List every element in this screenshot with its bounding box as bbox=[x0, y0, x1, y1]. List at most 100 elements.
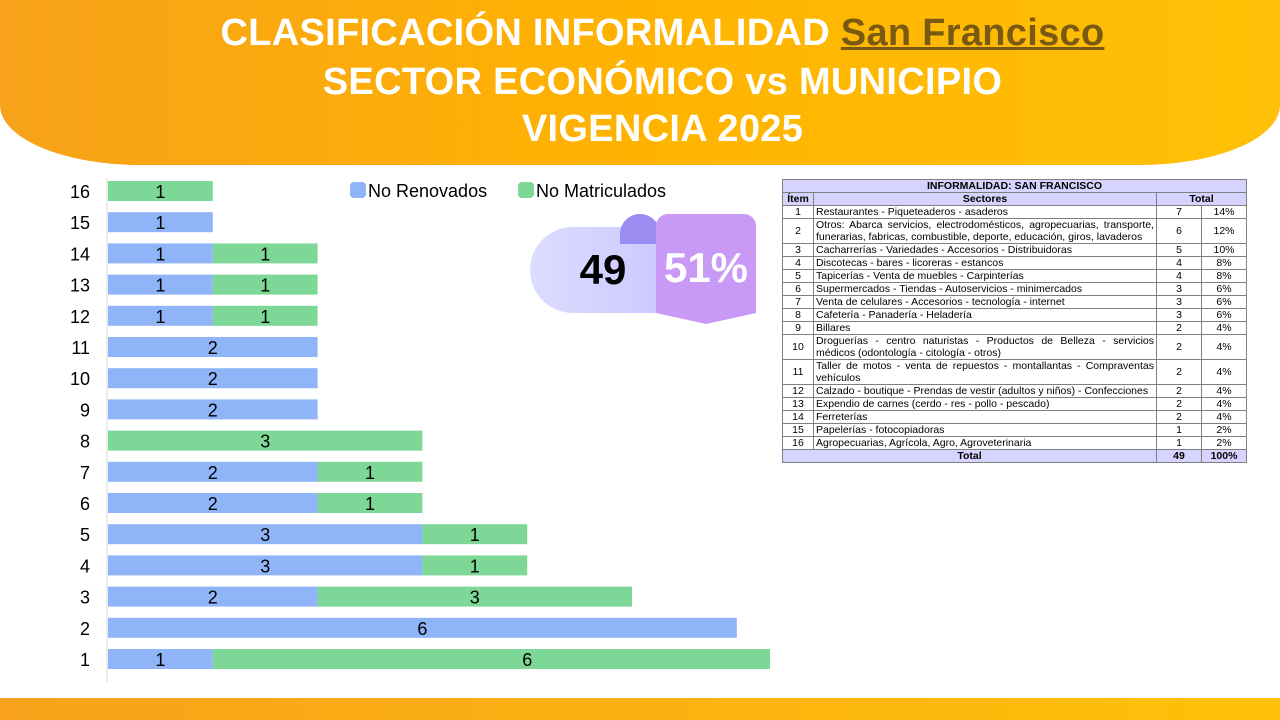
row-percent: 2% bbox=[1201, 436, 1247, 450]
row-percent: 12% bbox=[1201, 218, 1247, 244]
table-row: 2 Otros: Abarca servicios, electrodomésti… bbox=[782, 218, 1247, 244]
row-item: 3 bbox=[782, 243, 814, 257]
y-tick-label: 3 bbox=[80, 588, 90, 608]
table-row: 14 Ferreterías 2 4% bbox=[782, 410, 1247, 424]
total-value: 49 bbox=[1156, 449, 1202, 463]
bar-segment bbox=[212, 243, 318, 264]
bar-segment bbox=[108, 555, 423, 576]
row-value: 1 bbox=[1156, 436, 1202, 450]
row-item: 4 bbox=[782, 256, 814, 270]
data-label: 6 bbox=[417, 619, 427, 639]
row-sector: Papelerías - fotocopiadoras bbox=[813, 423, 1157, 437]
table-row: 1 Restaurantes - Piqueteaderos - asaderos… bbox=[782, 205, 1247, 219]
data-label: 1 bbox=[155, 213, 165, 233]
bar-segment bbox=[212, 274, 318, 295]
y-tick-label: 7 bbox=[80, 463, 90, 483]
y-tick-label: 16 bbox=[70, 182, 90, 202]
bar-segment bbox=[108, 368, 318, 389]
y-tick-label: 2 bbox=[80, 619, 90, 639]
row-item: 14 bbox=[782, 410, 814, 424]
title-municipality: San Francisco bbox=[840, 12, 1105, 54]
row-value: 4 bbox=[1156, 269, 1202, 283]
bar-segment bbox=[108, 243, 213, 264]
legend-label: No Matriculados bbox=[536, 181, 666, 201]
y-tick-label: 6 bbox=[80, 494, 90, 514]
bar-segment bbox=[108, 399, 318, 420]
row-sector: Expendio de carnes (cerdo - res - pollo … bbox=[813, 397, 1157, 411]
row-value: 2 bbox=[1156, 384, 1202, 398]
row-item: 5 bbox=[782, 269, 814, 283]
row-sector: Supermercados - Tiendas - Autoservicios … bbox=[813, 282, 1157, 296]
row-percent: 4% bbox=[1201, 334, 1247, 360]
table-row: 11 Taller de motos - venta de repuestos -… bbox=[782, 359, 1247, 385]
stacked-bar-chart: 1 1 62 63 2 34 3 15 3 16 2 17 2 18 39 210 211 212 1 113 1 114… bbox=[70, 178, 770, 682]
bar-segment bbox=[422, 555, 528, 576]
bar-segment bbox=[108, 212, 213, 233]
footer-bar bbox=[0, 698, 1280, 720]
row-percent: 6% bbox=[1201, 308, 1247, 322]
row-value: 4 bbox=[1156, 256, 1202, 270]
title-line-2: SECTOR ECONÓMICO vs MUNICIPIO bbox=[322, 61, 1003, 103]
row-value: 2 bbox=[1156, 397, 1202, 411]
row-item: 16 bbox=[782, 436, 814, 450]
bar-segment bbox=[108, 181, 213, 201]
bar-segment bbox=[108, 461, 318, 482]
y-tick-label: 14 bbox=[70, 244, 90, 264]
title-prefix: CLASIFICACIÓN INFORMALIDAD bbox=[220, 12, 841, 54]
data-label: 1 bbox=[470, 556, 480, 576]
badge-tab bbox=[620, 214, 660, 244]
data-label: 1 bbox=[155, 182, 165, 202]
bar-segment bbox=[317, 586, 632, 607]
data-label: 2 bbox=[208, 369, 218, 389]
bar-segment bbox=[108, 430, 423, 451]
row-item: 1 bbox=[782, 205, 814, 219]
row-percent: 4% bbox=[1201, 321, 1247, 335]
data-label: 1 bbox=[470, 525, 480, 545]
table-row: 6 Supermercados - Tiendas - Autoservicios… bbox=[782, 282, 1247, 296]
row-sector: Cafetería - Panadería - Heladería bbox=[813, 308, 1157, 322]
bar-segment bbox=[108, 617, 737, 638]
table-row: 16 Agropecuarias, Agrícola, Agro, Agrovet… bbox=[782, 436, 1247, 450]
data-label: 2 bbox=[208, 494, 218, 514]
y-tick-label: 8 bbox=[80, 432, 90, 452]
row-value: 1 bbox=[1156, 423, 1202, 437]
bar-segment bbox=[108, 649, 213, 669]
table-row: 5 Tapicerías - Venta de muebles - Carpint… bbox=[782, 269, 1247, 283]
row-value: 3 bbox=[1156, 308, 1202, 322]
badge-count: 49 bbox=[579, 246, 627, 293]
row-sector: Taller de motos - venta de repuestos - m… bbox=[813, 359, 1157, 385]
y-tick-label: 9 bbox=[80, 400, 90, 420]
data-label: 2 bbox=[208, 463, 218, 483]
bar-segment bbox=[317, 461, 423, 482]
data-label: 2 bbox=[208, 400, 218, 420]
y-tick-label: 10 bbox=[70, 369, 90, 389]
legend-swatch bbox=[350, 182, 366, 198]
title-line-1: CLASIFICACIÓN INFORMALIDAD San Francisco bbox=[0, 12, 1280, 55]
data-label: 3 bbox=[260, 525, 270, 545]
bar-segment bbox=[108, 493, 318, 513]
y-tick-label: 5 bbox=[80, 525, 90, 545]
row-item: 11 bbox=[782, 359, 814, 385]
bar-segment bbox=[212, 305, 318, 326]
y-tick-label: 1 bbox=[80, 650, 90, 670]
row-sector: Ferreterías bbox=[813, 410, 1157, 424]
table-row: 10 Droguerías - centro naturistas - Produ… bbox=[782, 334, 1247, 360]
data-label: 1 bbox=[155, 307, 165, 327]
row-item: 7 bbox=[782, 295, 814, 309]
row-value: 2 bbox=[1156, 321, 1202, 335]
row-item: 6 bbox=[782, 282, 814, 296]
row-sector: Billares bbox=[813, 321, 1157, 335]
row-item: 9 bbox=[782, 321, 814, 335]
table-row: 15 Papelerías - fotocopiadoras 1 2% bbox=[782, 423, 1247, 437]
table-title: INFORMALIDAD: SAN FRANCISCO bbox=[782, 179, 1247, 193]
table-row: 4 Discotecas - bares - licoreras - estanc… bbox=[782, 256, 1247, 270]
data-label: 1 bbox=[260, 244, 270, 264]
row-sector: Cacharrerías - Variedades - Accesorios -… bbox=[813, 243, 1157, 257]
total-percent: 100% bbox=[1201, 449, 1247, 463]
y-tick-label: 11 bbox=[71, 338, 90, 358]
badge-percent: 51% bbox=[663, 244, 749, 291]
legend-label: No Renovados bbox=[368, 181, 487, 201]
table-row: 12 Calzado - boutique - Prendas de vestir… bbox=[782, 384, 1247, 398]
bar-segment bbox=[108, 337, 318, 357]
row-percent: 4% bbox=[1201, 359, 1247, 385]
